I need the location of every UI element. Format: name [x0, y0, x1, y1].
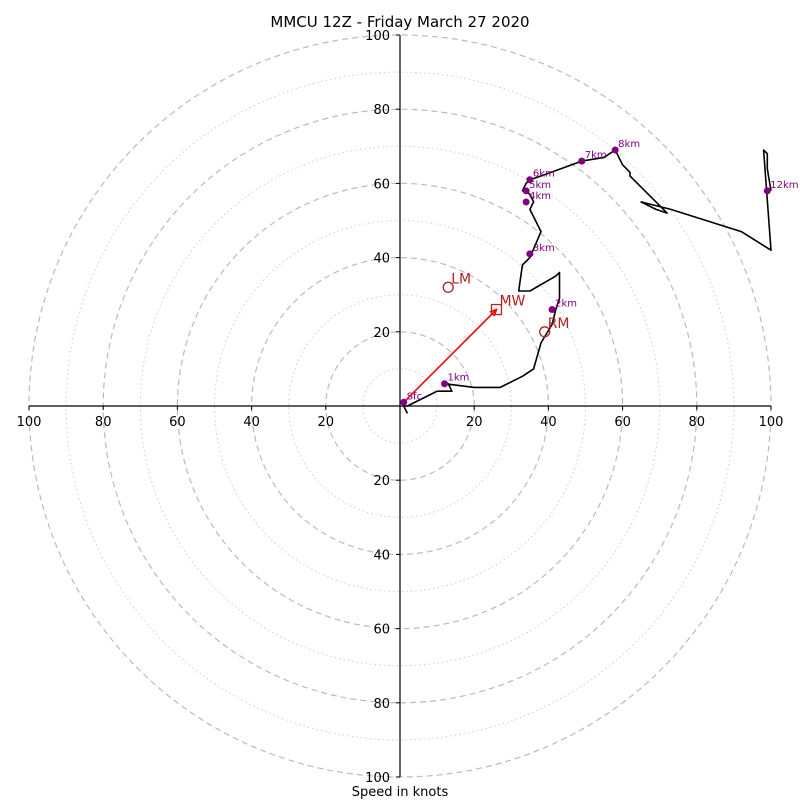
height-label: 2km [555, 299, 577, 310]
x-tick-label: 80 [689, 415, 706, 430]
tick-labels: 100 80 60 40 20 20 40 60 80 100 100 80 60 40 20 20 40 60 8… [17, 29, 784, 786]
height-label: 5km [529, 180, 551, 191]
height-marker [578, 157, 586, 165]
y-tick-label: 60 [373, 623, 390, 638]
chart-title: MMCU 12Z - Friday March 27 2020 [270, 13, 529, 31]
height-marker [522, 187, 530, 195]
height-label: 4km [529, 191, 551, 202]
height-marker [522, 198, 530, 206]
lm-motion-marker [442, 281, 454, 293]
height-marker [548, 306, 556, 314]
height-marker [611, 146, 619, 154]
height-marker [441, 380, 449, 388]
height-marker [526, 250, 534, 258]
hodograph-trace [402, 149, 772, 414]
height-label: 3km [533, 243, 555, 254]
x-tick-label: 80 [95, 415, 112, 430]
x-tick-label: 100 [759, 415, 784, 430]
x-tick-label: 100 [17, 415, 42, 430]
y-tick-label: 100 [365, 29, 390, 44]
height-label: Sfc [407, 391, 422, 402]
y-tick-label: 20 [373, 326, 390, 341]
mw-label: MW [499, 294, 525, 310]
mean-wind-marker [490, 303, 503, 316]
axes [29, 35, 771, 777]
y-tick-label: 80 [373, 697, 390, 712]
height-label: 8km [618, 139, 640, 150]
height-marker [526, 176, 534, 184]
mean-wind-arrow-shaft [403, 308, 498, 403]
hodograph-line [402, 149, 772, 414]
x-tick-label: 20 [466, 415, 483, 430]
height-label: 1km [448, 373, 470, 384]
height-marker [400, 398, 408, 406]
y-tick-label: 40 [373, 548, 390, 563]
height-marker [763, 187, 771, 195]
y-tick-label: 40 [373, 252, 390, 267]
rm-label: RM [548, 316, 570, 332]
lm-label: LM [451, 271, 471, 287]
x-tick-label: 40 [243, 415, 260, 430]
height-label: 6km [533, 169, 555, 180]
storm-motion-markers: LM RM MW [442, 271, 570, 338]
y-tick-label: 20 [373, 474, 390, 489]
x-tick-label: 20 [318, 415, 335, 430]
x-tick-label: 60 [614, 415, 631, 430]
height-label: 12km [770, 180, 798, 191]
height-label: 7km [585, 150, 607, 161]
x-tick-label: 40 [540, 415, 557, 430]
x-axis-label: Speed in knots [352, 785, 449, 800]
y-tick-label: 100 [365, 771, 390, 786]
y-tick-label: 60 [373, 177, 390, 192]
x-tick-label: 60 [169, 415, 186, 430]
y-tick-label: 80 [373, 103, 390, 118]
rm-motion-marker [539, 326, 551, 338]
